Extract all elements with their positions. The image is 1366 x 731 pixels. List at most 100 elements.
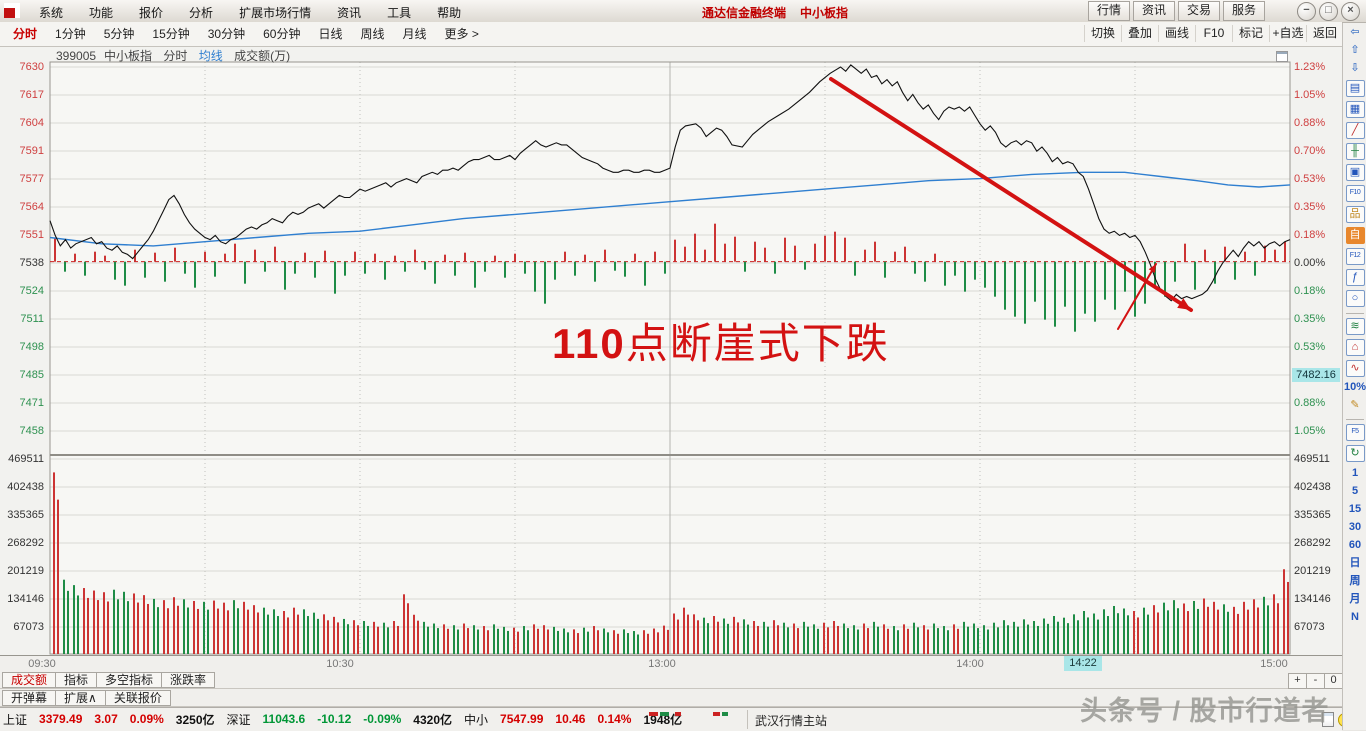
period-tab-3[interactable]: 15分钟 bbox=[152, 27, 190, 41]
period-tab-9[interactable]: 更多 > bbox=[444, 27, 479, 41]
period-tab-6[interactable]: 日线 bbox=[318, 27, 343, 41]
f5-refresh-button[interactable]: F5 bbox=[1345, 424, 1365, 441]
period-5-button[interactable]: 5 bbox=[1351, 485, 1359, 497]
back-arrow[interactable]: ⇦ bbox=[1350, 26, 1360, 38]
area-chart-icon[interactable]: ⌂ bbox=[1345, 339, 1365, 356]
toolbar-action-3[interactable]: F10 bbox=[1195, 25, 1232, 42]
menubar-item-5[interactable]: 资讯 bbox=[337, 6, 362, 20]
menubar-item-2[interactable]: 报价 bbox=[139, 6, 164, 20]
volume-bar bbox=[1047, 623, 1049, 654]
volume-bar bbox=[253, 605, 255, 654]
message-icon[interactable] bbox=[1322, 712, 1334, 727]
period-month-button[interactable]: 月 bbox=[1349, 593, 1361, 605]
sector-tree-icon[interactable]: 品 bbox=[1345, 206, 1365, 223]
extension-tab-1[interactable]: 扩展∧ bbox=[55, 689, 106, 706]
minute-tick bbox=[1067, 647, 1069, 651]
minute-tick bbox=[857, 647, 859, 651]
extension-tab-0[interactable]: 开弹幕 bbox=[2, 689, 57, 706]
formula-icon[interactable]: ƒ bbox=[1345, 269, 1365, 286]
titlebar: 系统 功能 报价 分析 扩展市场行情 资讯 工具 帮助 通达信金融终端 中小板指 行情 资讯 交易服… bbox=[0, 0, 1366, 23]
volume-bar bbox=[67, 590, 69, 654]
period-tab-7[interactable]: 周线 bbox=[360, 27, 385, 41]
minute-tick bbox=[1257, 647, 1259, 651]
minute-tick bbox=[347, 647, 349, 651]
close-button[interactable]: × bbox=[1341, 2, 1360, 21]
period-day-button[interactable]: 日 bbox=[1349, 557, 1361, 569]
toolbar-action-2[interactable]: 画线 bbox=[1158, 25, 1195, 42]
menubar-item-1[interactable]: 功能 bbox=[89, 6, 114, 20]
reconnect-icon[interactable]: ↻ bbox=[1345, 445, 1365, 462]
quote-list-icon[interactable]: ▤ bbox=[1345, 80, 1365, 97]
ten-percent-button[interactable]: 10% bbox=[1343, 381, 1366, 393]
down-arrow[interactable]: ⇩ bbox=[1350, 62, 1360, 74]
ma-line-label[interactable]: 均线 bbox=[198, 49, 223, 63]
toolbar-action-4[interactable]: 标记 bbox=[1232, 25, 1269, 42]
updown-bar bbox=[864, 249, 866, 262]
period-30-button[interactable]: 30 bbox=[1348, 521, 1362, 533]
zoom-in-button[interactable]: + bbox=[1288, 673, 1307, 689]
oscillator-icon[interactable]: ∿ bbox=[1345, 360, 1365, 377]
extension-tab-2[interactable]: 关联报价 bbox=[104, 689, 171, 706]
minute-tick bbox=[383, 646, 385, 651]
titlebar-button-2[interactable]: 交易 bbox=[1178, 1, 1220, 21]
timer-icon[interactable]: ○ bbox=[1345, 290, 1365, 307]
period-1-button[interactable]: 1 bbox=[1351, 467, 1359, 479]
menubar-item-3[interactable]: 分析 bbox=[189, 6, 214, 20]
toolbar-action-0[interactable]: 切换 bbox=[1084, 25, 1121, 42]
period-n-button[interactable]: N bbox=[1351, 611, 1359, 623]
app-title-text: 通达信金融终端 bbox=[702, 6, 787, 20]
line-chart-icon[interactable]: ╱ bbox=[1345, 122, 1365, 139]
volume-bar bbox=[1037, 625, 1039, 654]
kline-chart-icon[interactable]: ╫ bbox=[1345, 143, 1365, 160]
menubar-item-7[interactable]: 帮助 bbox=[437, 6, 462, 20]
period-week-button[interactable]: 周 bbox=[1349, 575, 1361, 587]
minute-tick bbox=[1103, 646, 1105, 651]
volume-bar bbox=[273, 609, 275, 654]
toolbar-action-5[interactable]: +自选 bbox=[1269, 25, 1306, 42]
menubar-item-0[interactable]: 系统 bbox=[39, 6, 64, 20]
volume-bar bbox=[637, 634, 639, 654]
minute-tick bbox=[323, 646, 325, 651]
menubar-item-4[interactable]: 扩展市场行情 bbox=[239, 6, 312, 20]
indicator-tab-0[interactable]: 成交额 bbox=[2, 671, 57, 688]
period-tab-4[interactable]: 30分钟 bbox=[207, 27, 246, 41]
volume-axis-label: 469511 bbox=[1294, 453, 1330, 465]
volume-bar bbox=[1243, 601, 1245, 654]
titlebar-button-3[interactable]: 服务 bbox=[1223, 1, 1265, 21]
f10-info-button[interactable]: F10 bbox=[1345, 185, 1365, 202]
data-grid-icon[interactable]: ▦ bbox=[1345, 101, 1365, 118]
pane-expand-icon[interactable] bbox=[1276, 51, 1288, 62]
period-tab-2[interactable]: 5分钟 bbox=[103, 27, 135, 41]
period-60-button[interactable]: 60 bbox=[1348, 539, 1362, 551]
period-tab-8[interactable]: 月线 bbox=[402, 27, 427, 41]
symbol-code: 399005 bbox=[56, 49, 97, 63]
price-axis-label: 7524 bbox=[19, 285, 44, 297]
minimize-button[interactable]: − bbox=[1297, 2, 1316, 21]
volume-bar bbox=[283, 611, 285, 654]
toolbar-action-6[interactable]: 返回 bbox=[1306, 25, 1343, 42]
toolbar-action-1[interactable]: 叠加 bbox=[1121, 25, 1158, 42]
zoom-reset-button[interactable]: 0 bbox=[1324, 673, 1343, 689]
indicator-tab-1[interactable]: 指标 bbox=[55, 671, 98, 688]
menubar-item-6[interactable]: 工具 bbox=[387, 6, 412, 20]
f12-trade-button[interactable]: F12 bbox=[1345, 248, 1365, 265]
period-tab-5[interactable]: 60分钟 bbox=[263, 27, 301, 41]
zoom-out-button[interactable]: - bbox=[1306, 673, 1325, 689]
volume-pane-label[interactable]: 成交额(万) bbox=[234, 49, 291, 63]
indicator-tab-3[interactable]: 涨跌率 bbox=[161, 671, 216, 688]
restore-button[interactable]: □ bbox=[1319, 2, 1338, 21]
wave-indicator-icon[interactable]: ≋ bbox=[1345, 318, 1365, 335]
period-tab-0[interactable]: 分时 bbox=[13, 27, 38, 41]
favorites-button[interactable]: 自 bbox=[1345, 227, 1365, 244]
titlebar-button-0[interactable]: 行情 bbox=[1088, 1, 1130, 21]
report-pages-icon[interactable]: ▣ bbox=[1345, 164, 1365, 181]
titlebar-button-1[interactable]: 资讯 bbox=[1133, 1, 1175, 21]
indicator-tab-2[interactable]: 多空指标 bbox=[96, 671, 163, 688]
period-tab-1[interactable]: 1分钟 bbox=[55, 27, 86, 41]
period-15-button[interactable]: 15 bbox=[1348, 503, 1362, 515]
index-change-2: 10.46 bbox=[555, 712, 586, 726]
pencil-draw-icon[interactable]: ✎ bbox=[1350, 399, 1360, 411]
server-status[interactable]: 武汉行情主站 bbox=[755, 714, 828, 728]
up-arrow[interactable]: ⇧ bbox=[1350, 44, 1360, 56]
updown-bar bbox=[1284, 241, 1286, 262]
